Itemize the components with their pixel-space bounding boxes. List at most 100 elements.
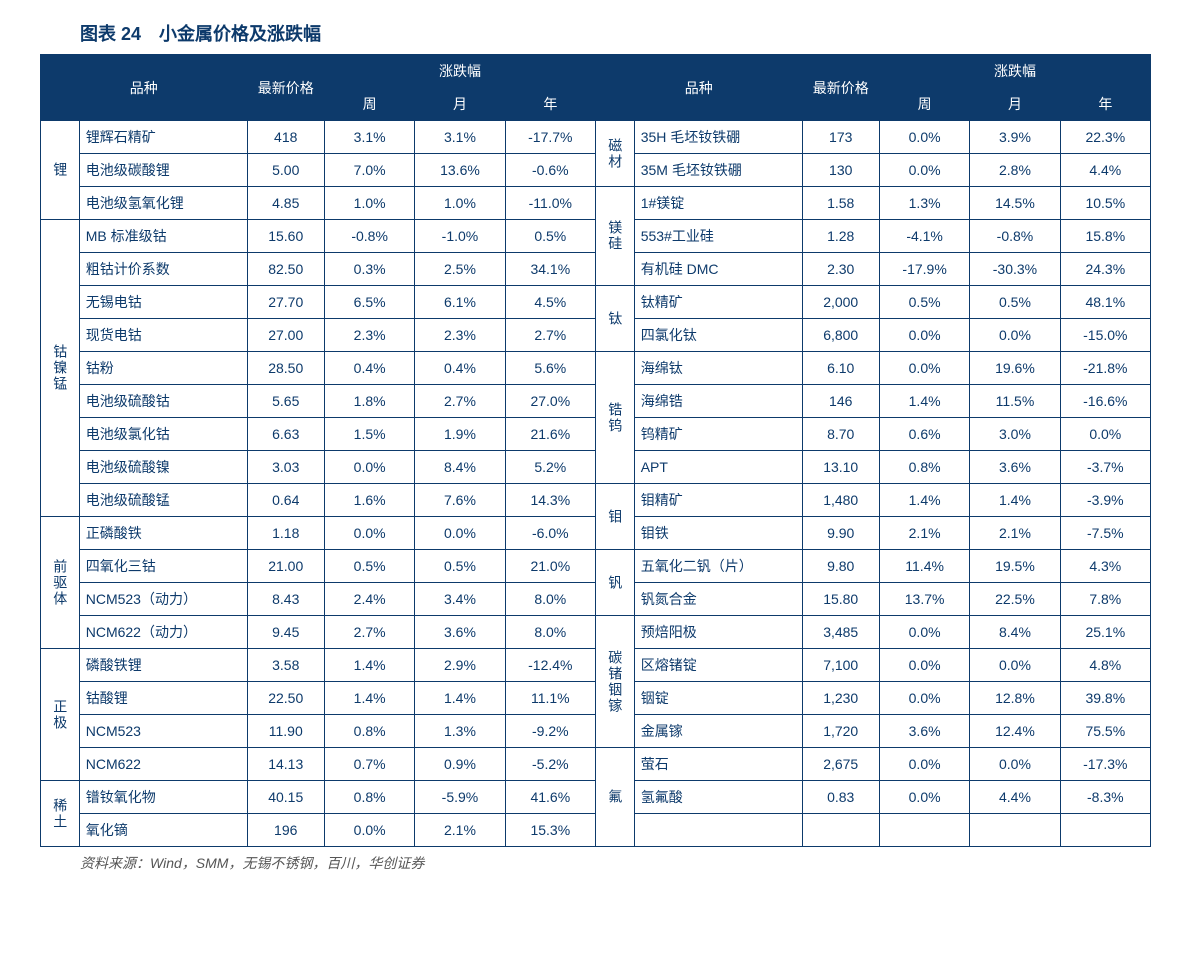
month-change (970, 814, 1060, 847)
category-cell: 正极 (41, 649, 80, 781)
price-cell: 5.00 (247, 154, 324, 187)
week-change: 1.0% (324, 187, 414, 220)
week-change: -17.9% (879, 253, 969, 286)
week-change: 0.0% (879, 154, 969, 187)
month-change: 1.3% (415, 715, 505, 748)
month-change: 6.1% (415, 286, 505, 319)
year-change: 5.6% (505, 352, 595, 385)
week-change: 0.8% (879, 451, 969, 484)
category-cell: 磁材 (595, 121, 634, 187)
month-change: -1.0% (415, 220, 505, 253)
week-change: 11.4% (879, 550, 969, 583)
price-cell: 1.58 (802, 187, 879, 220)
month-change: 11.5% (970, 385, 1060, 418)
price-cell: 3.58 (247, 649, 324, 682)
month-change: 0.5% (970, 286, 1060, 319)
month-change: 0.0% (970, 748, 1060, 781)
week-change: 0.0% (879, 352, 969, 385)
metals-table: 品种 最新价格 涨跌幅 品种 最新价格 涨跌幅 周 月 年 周 月 年 锂锂辉石… (40, 54, 1151, 847)
product-name: MB 标准级钴 (79, 220, 247, 253)
product-name: 钒氮合金 (634, 583, 802, 616)
week-change: 0.3% (324, 253, 414, 286)
h-month-r: 月 (970, 88, 1060, 121)
year-change: 5.2% (505, 451, 595, 484)
product-name: 金属镓 (634, 715, 802, 748)
year-change: -6.0% (505, 517, 595, 550)
h-year-l: 年 (505, 88, 595, 121)
month-change: 13.6% (415, 154, 505, 187)
year-change: -12.4% (505, 649, 595, 682)
product-name: 电池级硫酸锰 (79, 484, 247, 517)
product-name: 电池级氯化钴 (79, 418, 247, 451)
price-cell: 0.64 (247, 484, 324, 517)
year-change: 24.3% (1060, 253, 1150, 286)
week-change: 2.4% (324, 583, 414, 616)
year-change: -17.7% (505, 121, 595, 154)
price-cell: 82.50 (247, 253, 324, 286)
product-name: 海绵锆 (634, 385, 802, 418)
price-cell: 130 (802, 154, 879, 187)
product-name: NCM622（动力） (79, 616, 247, 649)
week-change: 0.0% (879, 748, 969, 781)
table-row: NCM62214.130.7%0.9%-5.2%氟萤石2,6750.0%0.0%… (41, 748, 1151, 781)
year-change: 10.5% (1060, 187, 1150, 220)
price-cell: 11.90 (247, 715, 324, 748)
price-cell: 1,720 (802, 715, 879, 748)
year-change: 41.6% (505, 781, 595, 814)
month-change: 12.4% (970, 715, 1060, 748)
week-change: -0.8% (324, 220, 414, 253)
year-change: -16.6% (1060, 385, 1150, 418)
product-name: 电池级氢氧化锂 (79, 187, 247, 220)
year-change: -5.2% (505, 748, 595, 781)
year-change: 25.1% (1060, 616, 1150, 649)
product-name: 预焙阳极 (634, 616, 802, 649)
year-change: -11.0% (505, 187, 595, 220)
week-change: 0.0% (879, 616, 969, 649)
product-name: 电池级硫酸钴 (79, 385, 247, 418)
product-name: NCM523（动力） (79, 583, 247, 616)
category-cell: 镁硅 (595, 187, 634, 286)
month-change: 0.0% (415, 517, 505, 550)
price-cell: 15.80 (802, 583, 879, 616)
category-cell: 钼 (595, 484, 634, 550)
product-name: 氢氟酸 (634, 781, 802, 814)
price-cell: 1.18 (247, 517, 324, 550)
week-change: 2.7% (324, 616, 414, 649)
product-name: 锂辉石精矿 (79, 121, 247, 154)
product-name: 钨精矿 (634, 418, 802, 451)
category-cell: 钴镍锰 (41, 220, 80, 517)
product-name: APT (634, 451, 802, 484)
month-change: 1.0% (415, 187, 505, 220)
year-change: 27.0% (505, 385, 595, 418)
price-cell: 196 (247, 814, 324, 847)
product-name: 电池级碳酸锂 (79, 154, 247, 187)
price-cell: 2,675 (802, 748, 879, 781)
price-cell: 6.10 (802, 352, 879, 385)
week-change: 1.4% (879, 484, 969, 517)
month-change: 1.9% (415, 418, 505, 451)
month-change: -0.8% (970, 220, 1060, 253)
month-change: 2.8% (970, 154, 1060, 187)
week-change: 0.5% (324, 550, 414, 583)
figure-title: 图表 24 小金属价格及涨跌幅 (80, 20, 1151, 46)
table-row: 无锡电钴27.706.5%6.1%4.5%钛钛精矿2,0000.5%0.5%48… (41, 286, 1151, 319)
year-change: 39.8% (1060, 682, 1150, 715)
table-row: 电池级硫酸锰0.641.6%7.6%14.3%钼钼精矿1,4801.4%1.4%… (41, 484, 1151, 517)
price-cell: 40.15 (247, 781, 324, 814)
year-change: 0.0% (1060, 418, 1150, 451)
year-change: -3.7% (1060, 451, 1150, 484)
price-cell: 4.85 (247, 187, 324, 220)
price-cell: 27.70 (247, 286, 324, 319)
week-change: 0.0% (879, 319, 969, 352)
product-name: 区熔锗锭 (634, 649, 802, 682)
price-cell: 173 (802, 121, 879, 154)
price-cell: 9.90 (802, 517, 879, 550)
month-change: 0.0% (970, 649, 1060, 682)
week-change: 0.0% (879, 781, 969, 814)
price-cell: 7,100 (802, 649, 879, 682)
year-change: 4.4% (1060, 154, 1150, 187)
price-cell: 1,230 (802, 682, 879, 715)
product-name: 35M 毛坯钕铁硼 (634, 154, 802, 187)
year-change (1060, 814, 1150, 847)
year-change: -17.3% (1060, 748, 1150, 781)
